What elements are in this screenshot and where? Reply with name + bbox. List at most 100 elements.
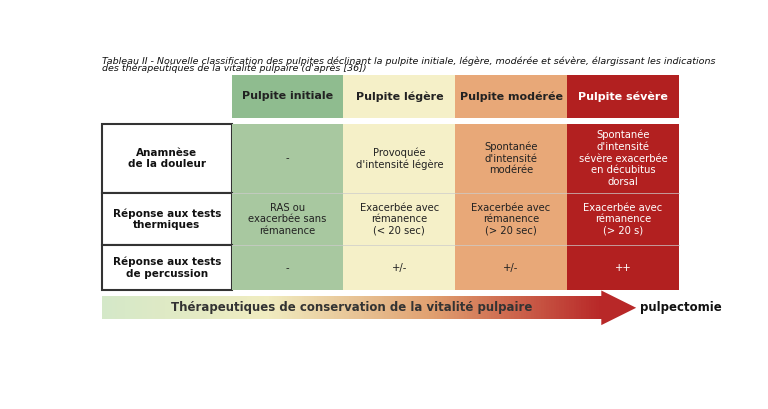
Bar	[446, 296, 449, 319]
Text: Provoquée
d'intensité légère: Provoquée d'intensité légère	[356, 147, 443, 170]
Bar	[386, 296, 389, 319]
Bar	[122, 296, 125, 319]
Bar	[282, 296, 285, 319]
Bar	[192, 296, 195, 319]
Bar	[429, 296, 432, 319]
Bar	[469, 296, 472, 319]
Bar	[564, 296, 567, 319]
Bar	[110, 296, 113, 319]
Bar	[314, 296, 317, 319]
Bar	[369, 296, 372, 319]
Bar	[519, 296, 521, 319]
Bar	[300, 296, 303, 319]
Bar	[232, 124, 343, 193]
Bar	[596, 296, 599, 319]
Bar	[102, 193, 232, 245]
Bar	[182, 296, 185, 319]
Bar	[496, 296, 499, 319]
Bar	[187, 296, 190, 319]
Bar	[466, 296, 469, 319]
Bar	[439, 296, 442, 319]
Bar	[354, 296, 357, 319]
Bar	[290, 296, 293, 319]
Bar	[472, 296, 475, 319]
Bar	[424, 296, 427, 319]
Bar	[108, 296, 110, 319]
Bar	[584, 296, 587, 319]
Text: des thérapeutiques de la vitalité pulpaire (d'après [36]): des thérapeutiques de la vitalité pulpai…	[102, 64, 367, 73]
Bar	[162, 296, 165, 319]
Bar	[426, 296, 429, 319]
Bar	[284, 296, 287, 319]
Bar	[474, 296, 477, 319]
Bar	[217, 296, 220, 319]
Bar	[372, 296, 375, 319]
Bar	[504, 296, 507, 319]
Bar	[237, 296, 240, 319]
Bar	[419, 296, 422, 319]
Bar	[374, 296, 377, 319]
Text: Spontanée
d'intensité
modérée: Spontanée d'intensité modérée	[485, 142, 538, 175]
Bar	[494, 296, 497, 319]
Bar	[434, 296, 437, 319]
Bar	[521, 296, 525, 319]
Bar	[343, 75, 455, 118]
Bar	[561, 296, 564, 319]
Text: Pulpite sévère: Pulpite sévère	[578, 91, 668, 102]
Bar	[599, 296, 601, 319]
Bar	[337, 296, 339, 319]
Bar	[157, 296, 160, 319]
Bar	[567, 124, 679, 193]
Text: Pulpite initiale: Pulpite initiale	[242, 92, 333, 101]
Bar	[244, 296, 247, 319]
Text: Tableau II - Nouvelle classification des pulpites déclinant la pulpite initiale,: Tableau II - Nouvelle classification des…	[102, 56, 716, 65]
Bar	[102, 124, 232, 193]
Bar	[222, 296, 225, 319]
Bar	[174, 296, 177, 319]
Bar	[240, 296, 243, 319]
Bar	[455, 75, 567, 118]
Bar	[511, 296, 515, 319]
Bar	[396, 296, 399, 319]
Bar	[432, 296, 435, 319]
Bar	[120, 296, 123, 319]
Bar	[359, 296, 362, 319]
Bar	[234, 296, 237, 319]
Bar	[549, 296, 551, 319]
Bar	[210, 296, 213, 319]
Bar	[531, 296, 535, 319]
Bar	[594, 296, 597, 319]
Bar	[334, 296, 337, 319]
Bar	[464, 296, 467, 319]
Bar	[492, 296, 495, 319]
Bar	[389, 296, 392, 319]
Bar	[172, 296, 175, 319]
Bar	[459, 296, 462, 319]
Bar	[152, 296, 155, 319]
Bar	[319, 296, 323, 319]
Bar	[349, 296, 353, 319]
Text: Pulpite modérée: Pulpite modérée	[459, 91, 563, 102]
Bar	[260, 296, 263, 319]
Bar	[212, 296, 215, 319]
Bar	[343, 193, 455, 245]
Polygon shape	[601, 290, 636, 325]
Bar	[456, 296, 459, 319]
Bar	[332, 296, 335, 319]
Bar	[556, 296, 559, 319]
Bar	[509, 296, 511, 319]
Bar	[214, 296, 217, 319]
Bar	[297, 296, 300, 319]
Bar	[569, 296, 571, 319]
Bar	[546, 296, 549, 319]
Bar	[250, 296, 253, 319]
Bar	[514, 296, 517, 319]
Bar	[142, 296, 145, 319]
Text: Anamnèse
de la douleur: Anamnèse de la douleur	[128, 148, 206, 169]
Bar	[524, 296, 527, 319]
Bar	[302, 296, 305, 319]
Text: RAS ou
exacerbée sans
rémanence: RAS ou exacerbée sans rémanence	[248, 202, 326, 236]
Bar	[416, 296, 419, 319]
Bar	[586, 296, 589, 319]
Bar	[499, 296, 502, 319]
